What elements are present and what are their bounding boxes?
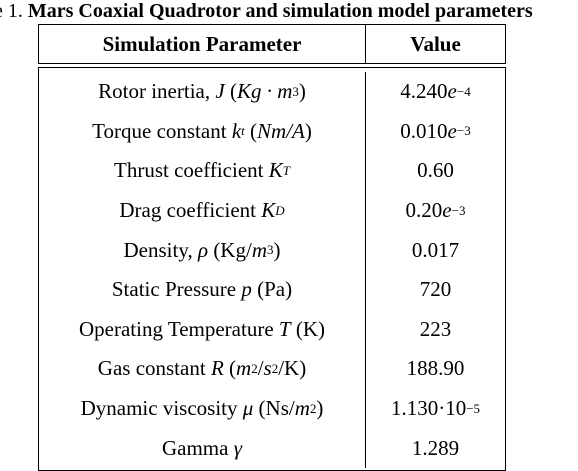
parameter-symbol: T: [278, 316, 291, 341]
table-row: Gamma γ 1.289: [39, 428, 505, 468]
parameter-label: Drag coefficient: [119, 198, 262, 223]
parameter-cell: Gamma γ: [39, 428, 366, 468]
value-main: 4.240: [400, 79, 448, 104]
parameter-cell: Rotor inertia, J (Kg · m 3): [39, 72, 366, 112]
parameter-label: Torque constant: [92, 118, 232, 143]
value-cell: 1.289: [366, 428, 505, 468]
header-value: Value: [410, 31, 461, 56]
parameter-cell: Static Pressure p (Pa): [39, 269, 366, 310]
parameter-cell: Density, ρ (Kg/m 3): [39, 230, 366, 270]
parameter-cell: Gas constant R (m 2/s 2/K): [39, 349, 366, 389]
parameter-symbol: μ: [242, 396, 254, 421]
value-main: 720: [419, 277, 452, 302]
table-caption: e 1. Mars Coaxial Quadrotor and simulati…: [0, 0, 533, 22]
value-exp-base: e: [442, 198, 452, 223]
parameter-label: Density,: [123, 237, 198, 262]
value-cell: 0.010 e −3: [400, 118, 471, 143]
parameter-unit-close: ): [273, 237, 281, 262]
value-main: 0.60: [417, 158, 454, 183]
parameter-unit-close: ): [316, 396, 324, 421]
value-main: 223: [419, 316, 452, 341]
value-exp-base: e: [447, 118, 457, 143]
parameter-unit-symbol: m: [294, 396, 310, 421]
caption-title: Mars Coaxial Quadrotor and simulation mo…: [27, 0, 533, 22]
table-body: Rotor inertia, J (Kg · m 3) 4.240 e −4 Torque…: [38, 67, 506, 471]
parameter-symbol: J: [215, 79, 225, 104]
value-main: 1.289: [411, 435, 460, 460]
value-cell: 720: [366, 270, 505, 310]
table-row: Static Pressure p (Pa) 720: [39, 269, 505, 310]
parameter-symbol: γ: [233, 435, 242, 460]
parameter-unit-symbol: s: [263, 356, 272, 381]
parameter-unit-open: (Kg/: [208, 237, 252, 262]
value-cell: 1.130·10 −5: [390, 396, 481, 421]
parameter-table: Simulation Parameter Value Rotor inertia…: [38, 24, 506, 471]
parameter-symbol: K: [268, 158, 283, 183]
parameter-label: Gas constant: [97, 356, 211, 381]
table-row: Drag coefficient K D 0.20 e −3: [39, 190, 505, 231]
table-row: Dynamic viscosity μ (Ns/m 2) 1.130·10 −5: [39, 388, 505, 429]
parameter-unit-symbol: Kg · m: [236, 79, 293, 104]
parameter-label: Static Pressure: [111, 277, 242, 302]
caption-number: e 1.: [0, 0, 23, 22]
parameter-unit-symbol: Nm/A: [257, 118, 305, 143]
parameter-symbol: K: [261, 198, 276, 223]
value-main: 188.90: [406, 356, 465, 381]
parameter-unit-open: (Ns/: [253, 396, 295, 421]
table-row: Gas constant R (m 2/s 2/K) 188.90: [39, 349, 505, 389]
parameter-label: Dynamic viscosity: [80, 396, 243, 421]
value-main: 0.20: [405, 198, 443, 223]
parameter-unit: (K): [290, 316, 325, 341]
value-exp-base: e: [447, 79, 457, 104]
parameter-label: Thrust coefficient: [114, 158, 269, 183]
parameter-symbol: ρ: [197, 237, 209, 262]
value-cell: 223: [366, 310, 505, 350]
parameter-unit-symbol: m: [251, 237, 267, 262]
parameter-unit-close: ): [298, 79, 306, 104]
table-row: Thrust coefficient K T 0.60: [39, 151, 505, 191]
value-cell: 0.60: [366, 151, 505, 191]
table-row: Operating Temperature T (K) 223: [39, 309, 505, 350]
value-main: 0.017: [411, 237, 460, 262]
parameter-unit-separator: /: [257, 356, 264, 381]
parameter-symbol: p: [241, 277, 252, 302]
parameter-unit-open: (: [244, 118, 258, 143]
parameter-unit-open: (: [224, 79, 237, 104]
parameter-unit-symbol: m: [236, 356, 252, 381]
table-header: Simulation Parameter Value: [38, 24, 506, 64]
parameter-unit: (Pa): [251, 277, 293, 302]
parameter-symbol: R: [210, 356, 224, 381]
value-cell: 188.90: [366, 349, 505, 389]
table-row: Rotor inertia, J (Kg · m 3) 4.240 e −4: [39, 72, 505, 112]
parameter-unit-close: ): [304, 118, 312, 143]
parameter-unit-open: (: [223, 356, 237, 381]
header-parameter: Simulation Parameter: [39, 25, 366, 63]
value-cell: 4.240 e −4: [400, 79, 471, 104]
parameter-cell: Dynamic viscosity μ (Ns/m 2): [39, 388, 366, 429]
parameter-symbol: k: [231, 118, 242, 143]
parameter-label: Gamma: [161, 435, 234, 460]
parameter-label: Operating Temperature: [79, 316, 279, 341]
value-cell: 0.017: [366, 230, 505, 270]
parameter-cell: Operating Temperature T (K): [39, 309, 366, 350]
parameter-unit-close: /K): [278, 356, 307, 381]
value-cell: 0.20 e −3: [405, 198, 466, 223]
value-main: 0.010: [400, 118, 448, 143]
table-row: Density, ρ (Kg/m 3) 0.017: [39, 230, 505, 270]
value-main: 1.130·10: [390, 396, 467, 421]
parameter-label: Rotor inertia,: [98, 79, 216, 104]
